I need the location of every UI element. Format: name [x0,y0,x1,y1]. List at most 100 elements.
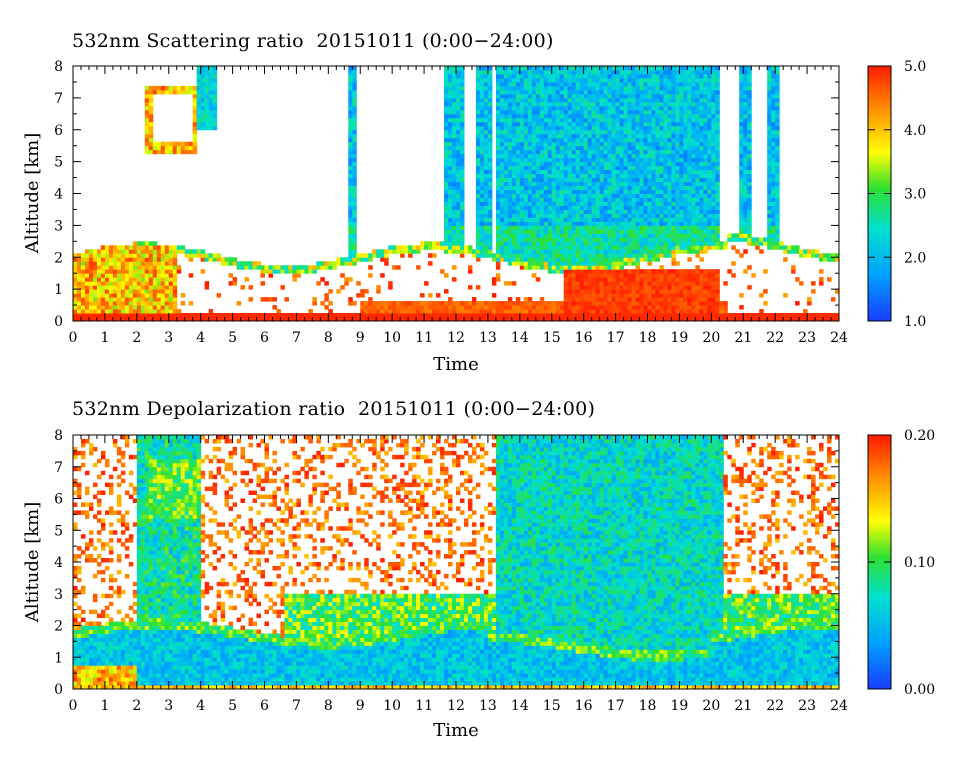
heatmap-cell [483,233,489,238]
heatmap-cell [444,161,449,167]
heatmap-cell [340,257,345,262]
heatmap-cell [503,129,509,135]
heatmap-cell [144,305,150,310]
heatmap-cell [148,269,154,274]
heatmap-cell [687,101,692,107]
heatmap-cell [73,269,78,274]
heatmap-cell [623,121,629,127]
heatmap-cell [272,313,277,318]
heatmap-cell [707,93,712,99]
heatmap-cell [160,281,166,286]
heatmap-cell [647,261,652,266]
heatmap-cell [587,217,593,222]
heatmap-cell [639,161,645,167]
heatmap-cell [567,293,573,298]
heatmap-cell [647,245,652,250]
heatmap-cell [523,249,529,254]
heatmap-cell [80,285,86,290]
heatmap-cell [452,77,457,83]
heatmap-cell [611,285,617,290]
heatmap-cell [639,205,645,210]
heatmap-cell [368,297,373,302]
heatmap-cell [703,133,708,139]
heatmap-cell [495,69,501,75]
heatmap-cell [579,241,585,246]
heatmap-cell [527,177,533,183]
heatmap-cell [643,153,648,159]
heatmap-cell [631,121,637,127]
heatmap-cell [348,145,353,151]
heatmap-cell [495,121,501,127]
heatmap-cell [495,153,501,159]
heatmap-cell [575,309,581,314]
heatmap-cell [667,281,672,286]
heatmap-cell [444,233,449,238]
heatmap-cell [527,189,533,194]
heatmap-cell [619,193,625,198]
heatmap-cell [675,269,680,274]
heatmap-cell [503,181,509,187]
heatmap-cell [348,189,353,194]
heatmap-cell [531,273,537,278]
heatmap-cell [643,161,648,167]
heatmap-cell [527,209,533,214]
heatmap-cell [479,81,485,87]
heatmap-cell [699,273,704,278]
heatmap-cell [452,317,457,322]
heatmap-cell [635,93,641,99]
heatmap-cell [647,305,652,310]
heatmap-cell [679,209,684,214]
heatmap-cell [667,169,672,175]
heatmap-cell [639,297,645,302]
heatmap-cell [507,73,513,79]
heatmap-cell [120,249,126,254]
heatmap-cell [647,169,652,175]
heatmap-cell [471,305,477,310]
heatmap-cell [587,73,593,79]
heatmap-cell [679,233,684,238]
heatmap-cell [639,293,645,298]
heatmap-cell [523,225,529,230]
heatmap-cell [591,297,597,302]
heatmap-cell [631,193,637,198]
heatmap-cell [459,313,465,318]
heatmap-cell [100,281,106,286]
heatmap-cell [436,305,441,310]
heatmap-cell [416,245,421,250]
heatmap-cell [348,193,353,198]
heatmap-cell [132,277,138,282]
heatmap-cell [515,189,521,194]
heatmap-cell [352,237,357,242]
heatmap-cell [144,301,150,306]
heatmap-cell [655,225,660,230]
heatmap-cell [272,305,277,310]
heatmap-cell [120,305,126,310]
heatmap-cell [647,313,652,318]
heatmap-cell [579,193,585,198]
heatmap-cell [495,249,501,254]
heatmap-cell [675,313,680,318]
heatmap-cell [252,265,258,270]
heatmap-cell [703,69,708,75]
heatmap-cell [348,73,353,79]
heatmap-cell [515,101,521,107]
heatmap-cell [567,265,573,270]
heatmap-cell [579,81,585,87]
heatmap-cell [503,113,509,119]
heatmap-cell [284,265,289,270]
heatmap-cell [348,69,353,75]
heatmap-cell [679,77,684,83]
heatmap-cell [519,125,525,131]
heatmap-cell [591,289,597,294]
heatmap-cell [663,241,668,246]
heatmap-cell [487,233,493,238]
heatmap-cell [567,289,573,294]
heatmap-cell [699,221,704,226]
heatmap-cell [707,161,712,167]
heatmap-cell [635,185,641,191]
heatmap-cell [204,253,210,258]
heatmap-cell [587,181,593,187]
heatmap-cell [623,101,629,107]
heatmap-cell [400,245,405,250]
heatmap-cell [627,161,633,167]
